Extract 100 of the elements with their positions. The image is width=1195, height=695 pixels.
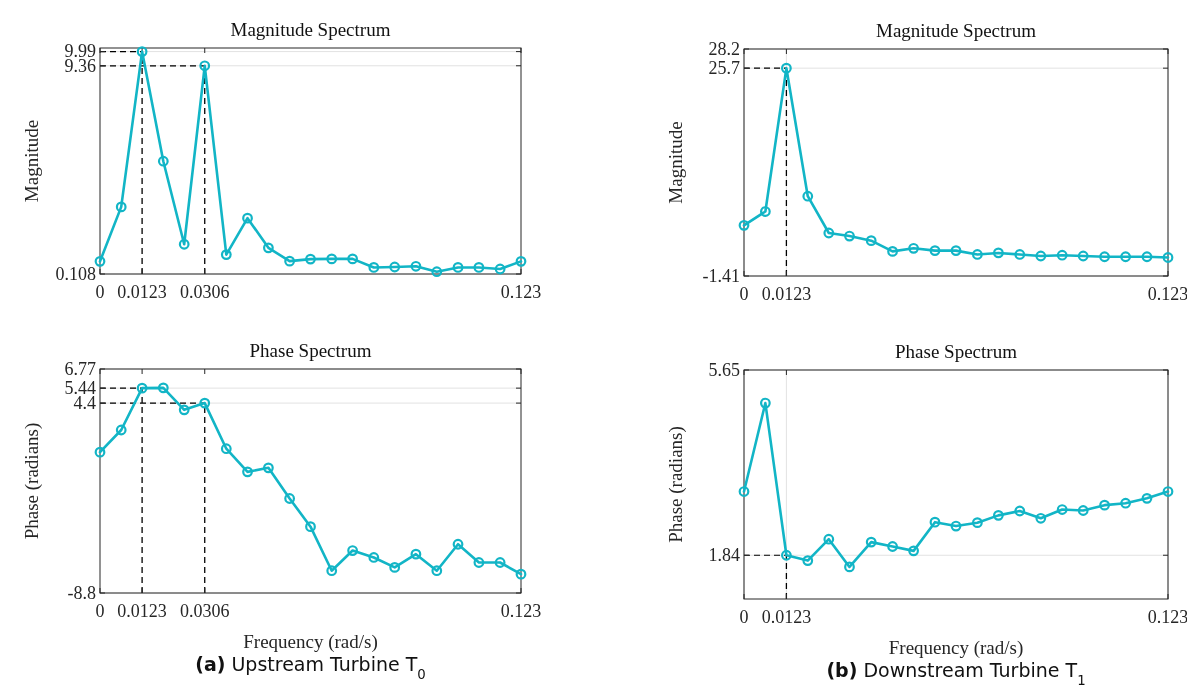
x-axis-title: Frequency (rad/s) bbox=[243, 631, 378, 653]
point bbox=[326, 253, 338, 265]
point bbox=[781, 62, 792, 74]
point bbox=[305, 521, 316, 533]
point bbox=[993, 247, 1004, 259]
y-tick-label: -8.8 bbox=[67, 582, 96, 603]
point bbox=[115, 201, 127, 213]
point bbox=[452, 262, 464, 273]
point bbox=[865, 536, 877, 548]
y-tick-label: 25.7 bbox=[708, 57, 740, 78]
point bbox=[94, 446, 106, 458]
point bbox=[971, 249, 983, 260]
point bbox=[844, 230, 855, 242]
point bbox=[1141, 251, 1153, 263]
y-axis-title: Magnitude bbox=[665, 121, 686, 204]
point bbox=[1120, 251, 1131, 263]
point bbox=[887, 541, 898, 552]
point bbox=[242, 466, 253, 478]
point bbox=[368, 552, 380, 563]
point bbox=[1120, 497, 1131, 509]
point bbox=[347, 545, 358, 556]
x-tick-label: 0.123 bbox=[500, 601, 542, 621]
point bbox=[136, 46, 148, 57]
point bbox=[199, 60, 211, 72]
point bbox=[759, 206, 771, 217]
point bbox=[1099, 251, 1110, 263]
y-axis-title: Phase (radians) bbox=[21, 422, 43, 540]
chart-title: Phase Spectrum bbox=[895, 341, 1018, 362]
x-tick-label: 0.0123 bbox=[117, 282, 167, 302]
point bbox=[389, 261, 401, 273]
point bbox=[993, 509, 1004, 521]
point bbox=[220, 443, 232, 455]
point bbox=[410, 260, 422, 272]
x-tick-label: 0.0306 bbox=[179, 601, 230, 621]
point bbox=[326, 565, 338, 577]
point bbox=[157, 382, 169, 394]
point bbox=[284, 255, 296, 267]
point bbox=[929, 245, 941, 257]
point bbox=[136, 382, 148, 394]
point bbox=[431, 266, 443, 278]
point bbox=[178, 238, 190, 250]
point bbox=[1077, 250, 1089, 262]
point bbox=[950, 520, 962, 532]
point bbox=[738, 219, 750, 231]
point bbox=[1035, 250, 1047, 262]
point bbox=[452, 538, 464, 550]
point bbox=[410, 548, 422, 560]
point bbox=[515, 568, 527, 580]
point bbox=[1099, 499, 1110, 511]
point bbox=[1141, 492, 1153, 504]
x-tick-label: 0 bbox=[95, 601, 105, 621]
point bbox=[908, 545, 919, 557]
x-tick-label: 0.0123 bbox=[117, 601, 167, 621]
point bbox=[865, 235, 877, 247]
point bbox=[431, 565, 443, 577]
y-tick-label: -1.41 bbox=[702, 265, 740, 286]
point bbox=[908, 242, 919, 254]
point bbox=[971, 517, 983, 529]
point bbox=[844, 561, 855, 573]
y-tick-label: 5.65 bbox=[708, 359, 740, 380]
point bbox=[1056, 504, 1068, 515]
point bbox=[494, 557, 506, 568]
chart-title: Magnitude Spectrum bbox=[230, 19, 391, 40]
point bbox=[1056, 249, 1068, 261]
y-tick-label: 1.84 bbox=[708, 545, 740, 565]
point bbox=[1035, 512, 1047, 524]
point bbox=[199, 397, 211, 409]
y-tick-label: 28.2 bbox=[708, 38, 740, 59]
chart-title: Magnitude Spectrum bbox=[876, 20, 1037, 41]
y-tick-label: 0.108 bbox=[55, 263, 96, 284]
point bbox=[220, 249, 232, 260]
point bbox=[802, 555, 814, 566]
x-tick-label: 0.123 bbox=[500, 282, 542, 302]
x-tick-label: 0 bbox=[739, 607, 749, 627]
text: (a) Upstream Turbine T$_{0}$ bbox=[195, 653, 426, 682]
point bbox=[759, 397, 771, 409]
point bbox=[1077, 505, 1089, 516]
point bbox=[929, 516, 941, 528]
x-tick-label: 0.123 bbox=[1147, 284, 1189, 304]
point bbox=[263, 242, 274, 254]
y-axis-title: Phase (radians) bbox=[665, 426, 687, 543]
point bbox=[887, 245, 898, 257]
point bbox=[950, 245, 962, 257]
point bbox=[823, 533, 835, 545]
point bbox=[178, 404, 190, 416]
point bbox=[1162, 486, 1174, 497]
point bbox=[389, 561, 401, 573]
point bbox=[823, 227, 835, 239]
x-tick-label: 0 bbox=[95, 282, 105, 302]
x-tick-label: 0.0306 bbox=[179, 282, 230, 302]
point bbox=[305, 253, 316, 265]
point bbox=[515, 255, 527, 267]
point bbox=[473, 262, 485, 273]
point bbox=[1162, 252, 1174, 263]
point bbox=[1014, 505, 1026, 517]
point bbox=[1014, 249, 1026, 260]
point bbox=[368, 262, 380, 273]
x-tick-label: 0.0123 bbox=[761, 284, 812, 304]
x-axis-title: Frequency (rad/s) bbox=[888, 637, 1024, 659]
x-tick-label: 0.123 bbox=[1147, 607, 1189, 627]
